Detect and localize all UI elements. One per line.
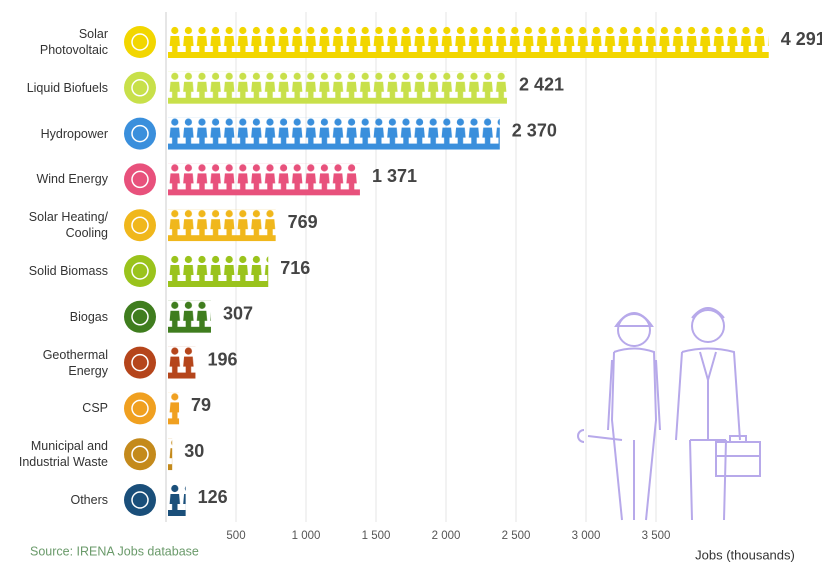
x-axis-title: Jobs (thousands) bbox=[695, 547, 795, 562]
category-icon bbox=[124, 209, 156, 241]
category-icon bbox=[124, 72, 156, 104]
x-tick-label: 3 500 bbox=[642, 530, 671, 542]
source-note: Source: IRENA Jobs database bbox=[30, 544, 199, 558]
category-label: Others bbox=[0, 492, 108, 508]
category-icon bbox=[124, 347, 156, 379]
value-label: 126 bbox=[198, 487, 228, 507]
bar bbox=[168, 118, 500, 150]
page: {"chart_data": { "type": "bar", "orienta… bbox=[0, 0, 822, 563]
value-label: 769 bbox=[288, 212, 318, 232]
x-tick-label: 1 500 bbox=[362, 530, 391, 542]
category-icon bbox=[124, 438, 156, 470]
category-icon bbox=[124, 26, 156, 58]
category-icon bbox=[124, 392, 156, 424]
bar bbox=[168, 209, 276, 241]
value-label: 1 371 bbox=[372, 166, 417, 186]
value-label: 196 bbox=[207, 349, 237, 369]
category-label: Municipal and Industrial Waste bbox=[0, 438, 108, 470]
bar bbox=[168, 392, 179, 424]
bar bbox=[168, 438, 172, 470]
category-label: Hydropower bbox=[0, 126, 108, 142]
value-label: 30 bbox=[184, 441, 204, 461]
category-icon bbox=[124, 301, 156, 333]
category-label: CSP bbox=[0, 400, 108, 416]
category-label: Solar Heating/ Cooling bbox=[0, 209, 108, 241]
category-icon bbox=[124, 484, 156, 516]
x-tick-label: 3 000 bbox=[572, 530, 601, 542]
category-icon bbox=[124, 255, 156, 287]
category-label: Solar Photovoltaic bbox=[0, 26, 108, 58]
category-label: Liquid Biofuels bbox=[0, 80, 108, 96]
value-label: 716 bbox=[280, 258, 310, 278]
value-label: 4 291 bbox=[781, 29, 822, 49]
value-label: 79 bbox=[191, 395, 211, 415]
bar bbox=[168, 72, 507, 104]
bar bbox=[168, 301, 211, 333]
x-tick-label: 2 000 bbox=[432, 530, 461, 542]
bar bbox=[168, 26, 769, 58]
category-label: Wind Energy bbox=[0, 171, 108, 187]
bar bbox=[168, 163, 360, 195]
x-tick-label: 1 000 bbox=[292, 530, 321, 542]
chart: 500 1 000 1 500 2 000 2 500 3 000 3 500 4 291 2… bbox=[0, 0, 822, 563]
x-tick-label: 500 bbox=[226, 530, 245, 542]
value-label: 2 421 bbox=[519, 75, 564, 95]
x-tick-label: 2 500 bbox=[502, 530, 531, 542]
category-label: Geothermal Energy bbox=[0, 347, 108, 379]
category-icon bbox=[124, 163, 156, 195]
category-icon bbox=[124, 118, 156, 150]
bar bbox=[168, 484, 186, 516]
value-label: 307 bbox=[223, 304, 253, 324]
workers-illustration bbox=[578, 308, 760, 520]
bar bbox=[168, 347, 195, 379]
category-label: Solid Biomass bbox=[0, 263, 108, 279]
bar bbox=[168, 255, 268, 287]
value-label: 2 370 bbox=[512, 120, 557, 140]
category-label: Biogas bbox=[0, 309, 108, 325]
